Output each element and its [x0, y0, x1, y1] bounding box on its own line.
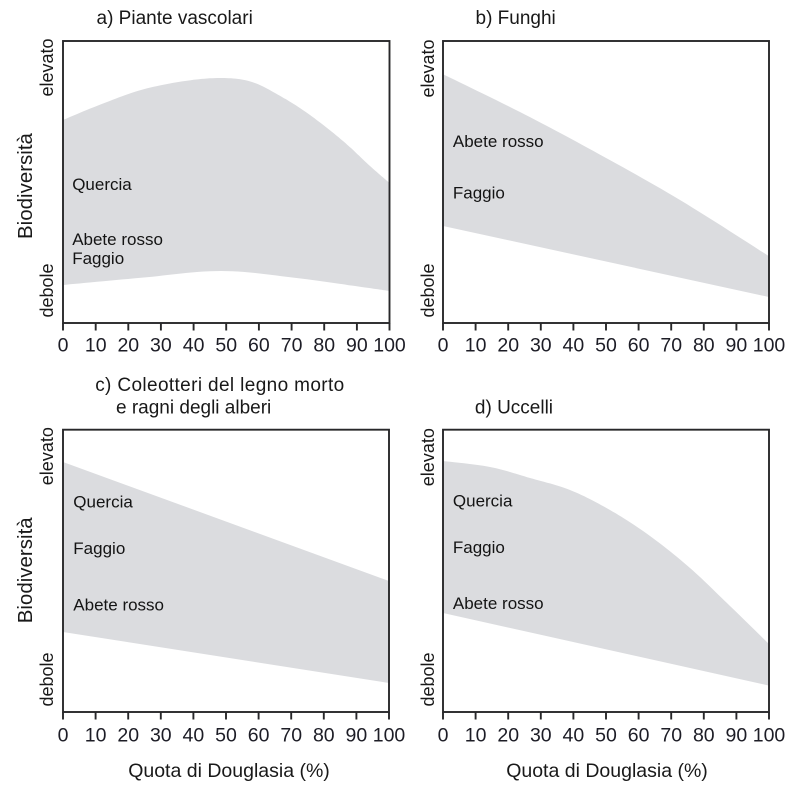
svg-text:elevato: elevato: [418, 428, 438, 486]
svg-text:30: 30: [150, 335, 172, 357]
svg-text:100: 100: [373, 335, 406, 357]
svg-text:0: 0: [438, 335, 449, 357]
svg-text:80: 80: [693, 335, 715, 357]
svg-text:20: 20: [497, 335, 519, 357]
svg-text:60: 60: [248, 335, 270, 357]
svg-text:40: 40: [563, 335, 585, 357]
svg-text:20: 20: [497, 725, 519, 747]
svg-text:40: 40: [183, 335, 205, 357]
svg-text:Abete rosso: Abete rosso: [73, 596, 164, 615]
svg-text:e ragni degli alberi: e ragni degli alberi: [116, 398, 271, 419]
svg-text:0: 0: [58, 335, 69, 357]
svg-text:90: 90: [726, 335, 748, 357]
svg-text:50: 50: [215, 335, 237, 357]
svg-text:40: 40: [563, 725, 585, 747]
svg-text:Quercia: Quercia: [72, 175, 132, 194]
svg-text:50: 50: [595, 335, 617, 357]
svg-text:70: 70: [660, 335, 682, 357]
svg-text:70: 70: [660, 725, 682, 747]
svg-text:20: 20: [117, 725, 139, 747]
svg-text:0: 0: [58, 725, 69, 747]
svg-text:10: 10: [85, 725, 107, 747]
svg-text:Faggio: Faggio: [453, 183, 505, 202]
svg-text:60: 60: [628, 335, 650, 357]
svg-text:c) Coleotteri del legno morto: c) Coleotteri del legno morto: [95, 375, 344, 396]
svg-text:elevato: elevato: [37, 427, 57, 485]
svg-text:100: 100: [753, 725, 786, 747]
svg-text:90: 90: [346, 335, 368, 357]
svg-text:30: 30: [530, 335, 552, 357]
svg-text:Quota di Douglasia (%): Quota di Douglasia (%): [128, 760, 330, 782]
svg-text:Abete rosso: Abete rosso: [453, 594, 544, 613]
svg-text:10: 10: [85, 335, 107, 357]
svg-text:elevato: elevato: [37, 38, 57, 96]
svg-text:0: 0: [438, 725, 449, 747]
svg-text:debole: debole: [418, 652, 438, 706]
svg-text:90: 90: [726, 725, 748, 747]
svg-text:d) Uccelli: d) Uccelli: [475, 398, 553, 419]
svg-text:70: 70: [280, 725, 302, 747]
svg-text:80: 80: [693, 725, 715, 747]
svg-text:Faggio: Faggio: [73, 539, 125, 558]
svg-text:Quercia: Quercia: [73, 493, 133, 512]
svg-text:10: 10: [465, 725, 487, 747]
svg-text:60: 60: [628, 725, 650, 747]
svg-text:10: 10: [465, 335, 487, 357]
svg-text:80: 80: [313, 335, 335, 357]
svg-text:100: 100: [753, 335, 786, 357]
svg-text:Quota di Douglasia (%): Quota di Douglasia (%): [506, 760, 708, 782]
svg-text:debole: debole: [37, 652, 57, 706]
svg-text:a) Piante vascolari: a) Piante vascolari: [97, 8, 253, 29]
svg-text:90: 90: [346, 725, 368, 747]
svg-text:Biodiversità: Biodiversità: [14, 517, 37, 624]
svg-text:30: 30: [150, 725, 172, 747]
svg-text:Biodiversità: Biodiversità: [14, 132, 37, 239]
svg-text:50: 50: [595, 725, 617, 747]
svg-text:Abete rosso: Abete rosso: [72, 230, 163, 249]
svg-text:20: 20: [117, 335, 139, 357]
svg-text:Faggio: Faggio: [72, 249, 124, 268]
svg-text:80: 80: [313, 725, 335, 747]
svg-text:100: 100: [373, 725, 406, 747]
svg-text:50: 50: [215, 725, 237, 747]
svg-text:debole: debole: [37, 263, 57, 317]
svg-text:Quercia: Quercia: [453, 492, 513, 511]
svg-text:70: 70: [281, 335, 303, 357]
svg-text:debole: debole: [418, 263, 438, 317]
svg-text:elevato: elevato: [418, 39, 438, 97]
svg-text:60: 60: [248, 725, 270, 747]
svg-text:40: 40: [183, 725, 205, 747]
svg-text:Faggio: Faggio: [453, 538, 505, 557]
svg-text:30: 30: [530, 725, 552, 747]
svg-text:Abete rosso: Abete rosso: [453, 132, 544, 151]
svg-text:b) Funghi: b) Funghi: [476, 8, 556, 29]
